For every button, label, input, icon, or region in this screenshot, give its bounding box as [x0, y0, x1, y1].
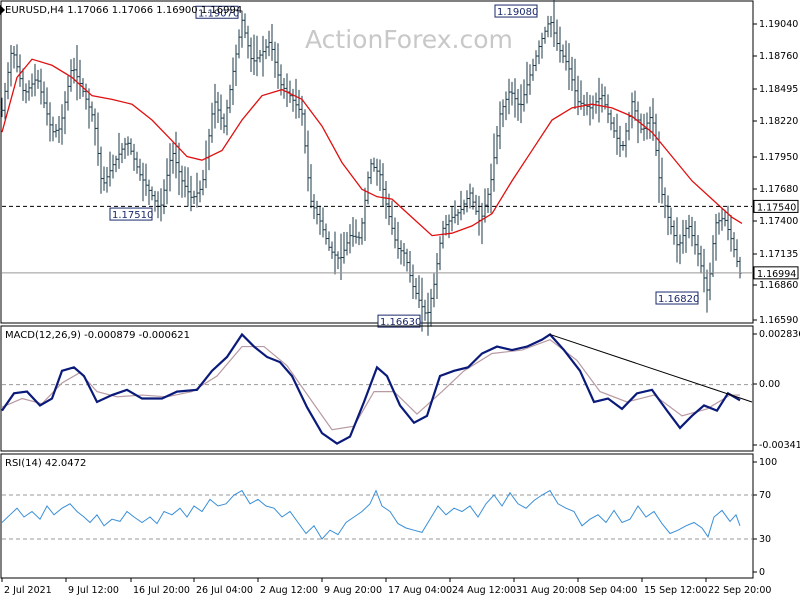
axis-tick-label: 1.18220 [759, 116, 798, 127]
macd-trendline [549, 333, 753, 403]
macd-main-line [1, 332, 741, 445]
time-axis-tick-label: 2 Aug 12:00 [260, 585, 318, 596]
time-axis-tick-label: 16 Jul 20:00 [133, 585, 190, 596]
axis-tick-label: 1.17135 [759, 249, 798, 260]
rsi-axis-ticks: 100 70 30 0 [753, 457, 777, 578]
price-panel-frame [0, 0, 754, 324]
price-panel-title: EURUSD,H4 1.17066 1.17066 1.16900 1.1699… [5, 5, 242, 16]
price-annotation-label: 1.16630 [380, 317, 421, 328]
time-axis: 2 Jul 2021 9 Jul 12:00 16 Jul 20:00 26 Jul … [1, 578, 771, 596]
price-level-label: 1.16994 [757, 269, 796, 280]
price-axis-ticks: 1.19040 1.18760 1.18495 1.18220 1.17950 1.176… [753, 19, 799, 326]
price-annotations: 1.19070 1.17510 1.16630 1.19080 1.16820 [109, 4, 699, 328]
axis-tick-label: 1.18760 [759, 51, 798, 62]
macd-axis-ticks: 0.002836 0.00 -0.003415 [753, 329, 800, 451]
axis-tick-label: 0.00 [759, 379, 780, 390]
price-annotation-label: 1.19070 [198, 8, 239, 19]
axis-tick-label: 0 [759, 567, 765, 578]
axis-tick-label: 1.16590 [759, 315, 798, 326]
price-level-label: 1.17540 [757, 202, 796, 213]
axis-tick-label: 1.19040 [759, 19, 798, 30]
rsi-panel: 100 70 30 0 RSI(14) 42.0472 [0, 453, 777, 579]
axis-tick-label: 30 [759, 534, 771, 545]
axis-tick-label: 1.16860 [759, 280, 798, 291]
axis-tick-label: 1.18495 [759, 84, 798, 95]
price-annotation-box [109, 207, 153, 221]
price-annotation-label: 1.16820 [658, 294, 699, 305]
price-ohlc-bars [0, 0, 742, 336]
macd-panel-title: MACD(12,26,9) -0.000879 -0.000621 [5, 330, 190, 341]
time-axis-tick-label: 9 Aug 20:00 [324, 585, 382, 596]
time-axis-tick-label: 9 Jul 12:00 [68, 585, 119, 596]
macd-panel-frame [0, 325, 754, 452]
axis-tick-label: 1.17680 [759, 184, 798, 195]
time-axis-tick-label: 8 Sep 04:00 [580, 585, 637, 596]
axis-tick-label: 100 [759, 457, 777, 468]
time-axis-tick-label: 15 Sep 12:00 [644, 585, 707, 596]
price-level-box [753, 266, 799, 280]
time-axis-tick-label: 24 Aug 12:00 [452, 585, 516, 596]
axis-tick-label: 0.002836 [759, 329, 800, 340]
price-annotation-box [655, 291, 699, 305]
macd-panel: 0.002836 0.00 -0.003415 MACD(12,26,9) -0.0… [0, 325, 800, 452]
axis-tick-label: 1.17950 [759, 152, 798, 163]
axis-tick-label: 1.17400 [759, 216, 798, 227]
axis-tick-label: -0.003415 [759, 440, 800, 451]
moving-average-line [1, 58, 743, 237]
price-annotation-box [494, 4, 538, 18]
rsi-panel-frame [0, 453, 754, 579]
time-axis-tick-label: 26 Jul 04:00 [196, 585, 253, 596]
time-axis-tick-label: 22 Sep 20:00 [708, 585, 771, 596]
time-axis-tick-label: 2 Jul 2021 [4, 585, 52, 596]
price-annotation-box [195, 5, 239, 19]
price-annotation-label: 1.19080 [497, 7, 538, 18]
time-axis-tick-label: 17 Aug 04:00 [388, 585, 452, 596]
price-level-box [753, 199, 799, 213]
rsi-panel-title: RSI(14) 42.0472 [5, 458, 86, 469]
time-axis-tick-label: 31 Aug 20:00 [516, 585, 580, 596]
price-annotation-label: 1.17510 [112, 210, 153, 221]
price-annotation-box [377, 314, 421, 328]
watermark: ActionForex.com [305, 25, 513, 54]
rsi-line [1, 489, 741, 540]
panel-collapse-icon[interactable] [0, 5, 5, 15]
price-panel: 1.19070 1.17510 1.16630 1.19080 1.16820 1.19… [0, 0, 799, 336]
axis-tick-label: 70 [759, 490, 771, 501]
